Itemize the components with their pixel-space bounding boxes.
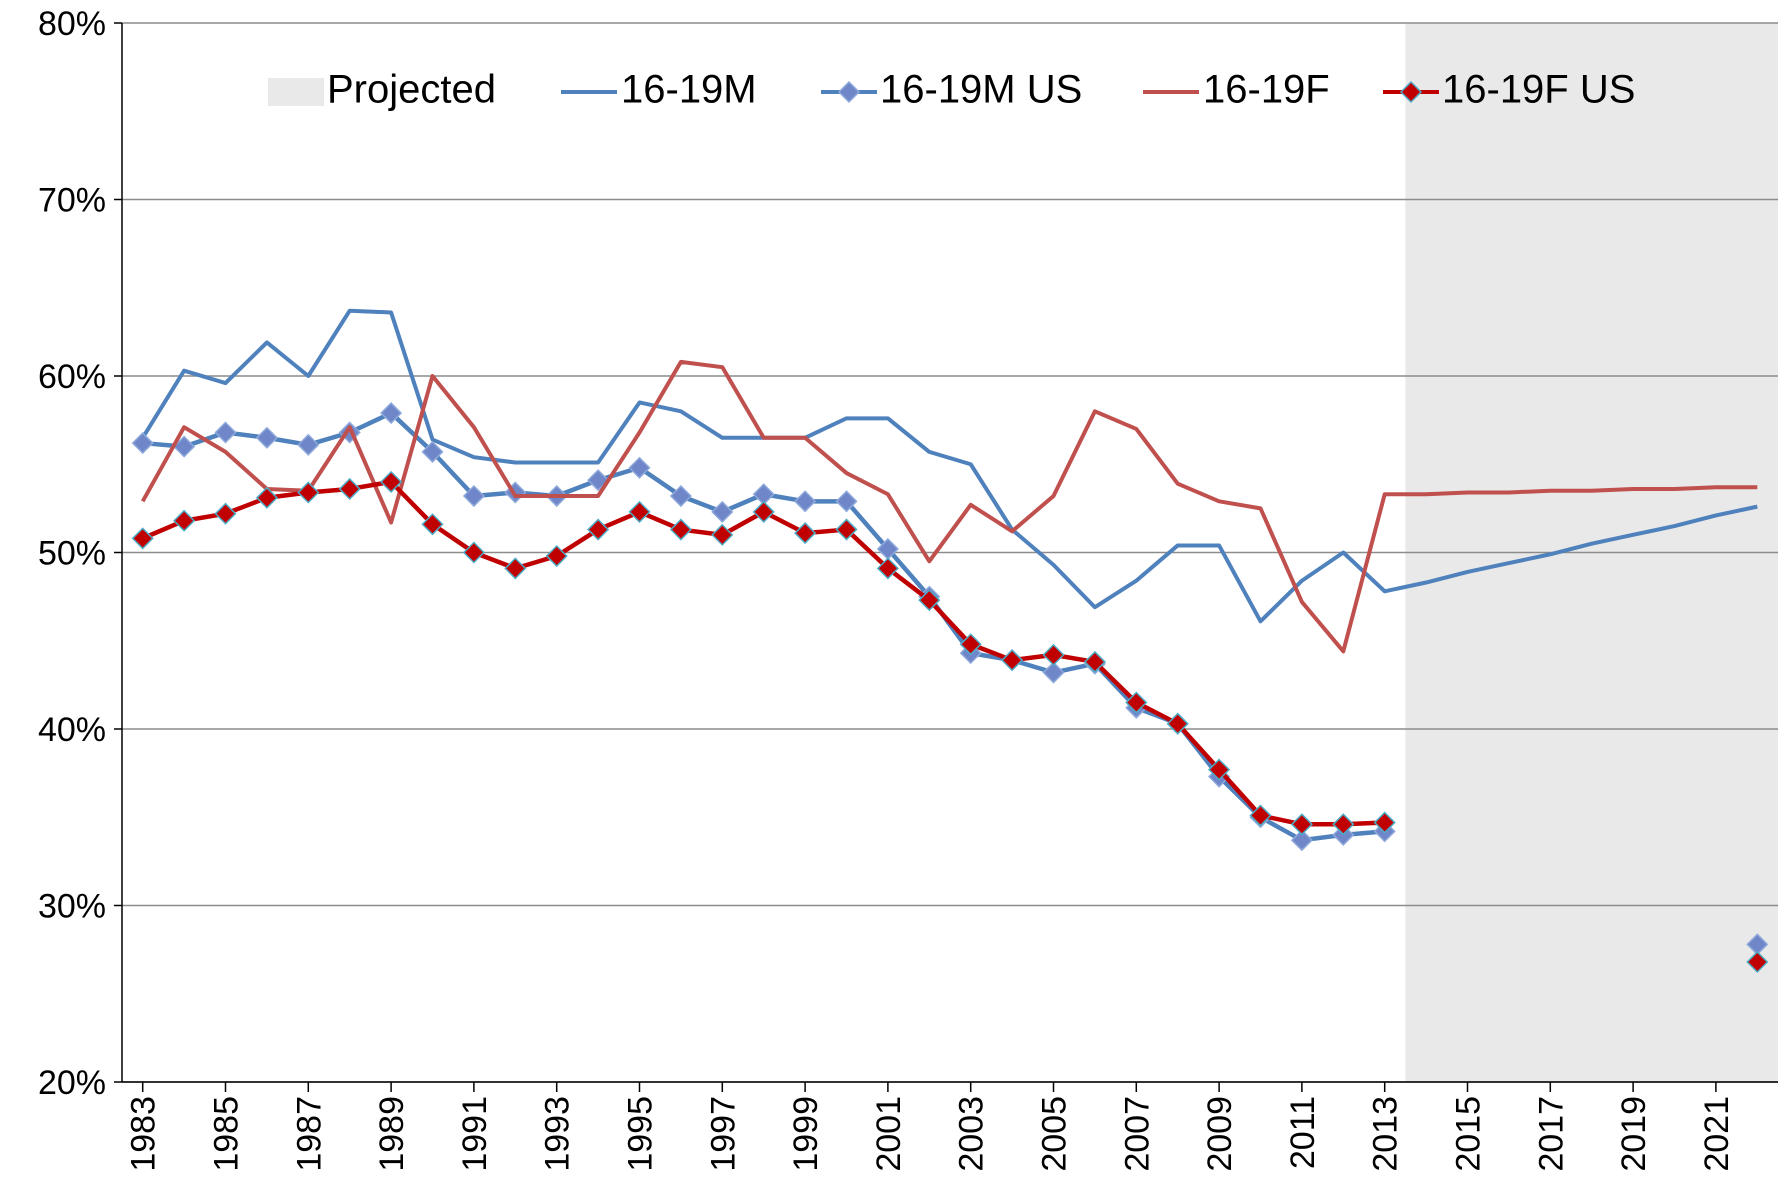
x-tick-label: 1993 — [539, 1096, 577, 1172]
marker — [1166, 712, 1189, 735]
marker — [255, 426, 278, 449]
x-tick-label: 2017 — [1532, 1096, 1570, 1172]
y-tick-label: 30% — [38, 888, 106, 926]
legend-label: 16-19M — [621, 68, 757, 112]
marker — [504, 557, 527, 580]
marker — [462, 541, 485, 564]
marker — [1042, 661, 1065, 684]
y-tick-label: 40% — [38, 711, 106, 749]
x-tick-label: 2011 — [1284, 1096, 1322, 1169]
marker — [1332, 813, 1355, 836]
marker — [545, 544, 568, 568]
marker — [959, 633, 982, 656]
marker — [1249, 804, 1272, 827]
x-tick-label: 1989 — [373, 1096, 411, 1172]
marker — [711, 500, 734, 523]
series-line — [140, 308, 1758, 624]
x-tick-label: 2019 — [1615, 1096, 1653, 1172]
marker — [711, 523, 734, 546]
marker — [214, 421, 237, 444]
x-tick-label: 1985 — [208, 1096, 246, 1172]
marker — [297, 433, 320, 456]
marker — [1373, 811, 1396, 834]
marker — [1125, 691, 1148, 714]
marker — [173, 509, 196, 532]
marker — [794, 490, 817, 513]
marker — [214, 502, 237, 525]
marker — [1746, 950, 1769, 974]
marker — [131, 527, 154, 550]
x-tick-label: 2001 — [870, 1096, 908, 1172]
marker — [338, 477, 361, 501]
legend-label: 16-19F — [1203, 68, 1330, 112]
x-tick-label: 1997 — [704, 1096, 742, 1172]
marker — [835, 490, 858, 513]
y-tick-label: 60% — [38, 358, 106, 396]
legend-marker — [1399, 80, 1423, 104]
marker — [380, 470, 403, 493]
marker — [1208, 758, 1231, 781]
legend-swatch — [268, 78, 324, 106]
marker — [1001, 649, 1024, 672]
marker — [628, 456, 651, 479]
legend-marker — [837, 80, 861, 104]
marker — [1290, 829, 1313, 852]
x-tick-label: 1999 — [787, 1096, 825, 1172]
marker — [794, 522, 817, 545]
marker — [669, 484, 692, 508]
marker — [131, 432, 154, 455]
x-tick-label: 1995 — [622, 1096, 660, 1172]
x-tick-label: 1987 — [290, 1096, 328, 1172]
x-tick-label: 1991 — [456, 1096, 494, 1172]
marker — [1083, 650, 1106, 673]
marker — [380, 402, 403, 425]
x-tick-label: 2021 — [1698, 1096, 1736, 1172]
y-tick-label: 20% — [38, 1064, 106, 1102]
x-tick-label: 2015 — [1450, 1096, 1488, 1172]
marker — [587, 518, 610, 541]
marker — [1042, 643, 1065, 666]
marker — [918, 589, 941, 612]
series-line — [140, 359, 1758, 654]
x-tick-label: 2013 — [1367, 1096, 1405, 1172]
x-tick-label: 2007 — [1118, 1096, 1156, 1172]
marker — [876, 557, 899, 580]
legend-label: 16-19M US — [880, 68, 1082, 112]
marker — [669, 518, 692, 541]
y-tick-label: 50% — [38, 535, 106, 573]
y-tick-label: 70% — [38, 182, 106, 220]
x-tick-label: 2009 — [1201, 1096, 1239, 1172]
marker — [628, 500, 651, 523]
marker — [421, 513, 444, 536]
marker — [752, 500, 775, 523]
marker — [297, 481, 320, 504]
y-tick-label: 80% — [38, 5, 106, 43]
marker — [173, 435, 196, 458]
legend-label: 16-19F US — [1442, 68, 1635, 112]
marker — [421, 440, 444, 463]
marker — [255, 486, 278, 509]
marker — [1290, 813, 1313, 836]
x-tick-label: 1983 — [125, 1096, 163, 1172]
x-tick-label: 2003 — [953, 1096, 991, 1172]
marker — [835, 518, 858, 541]
marker — [462, 484, 485, 508]
x-tick-label: 2005 — [1036, 1096, 1074, 1172]
legend-label: Projected — [327, 68, 496, 112]
